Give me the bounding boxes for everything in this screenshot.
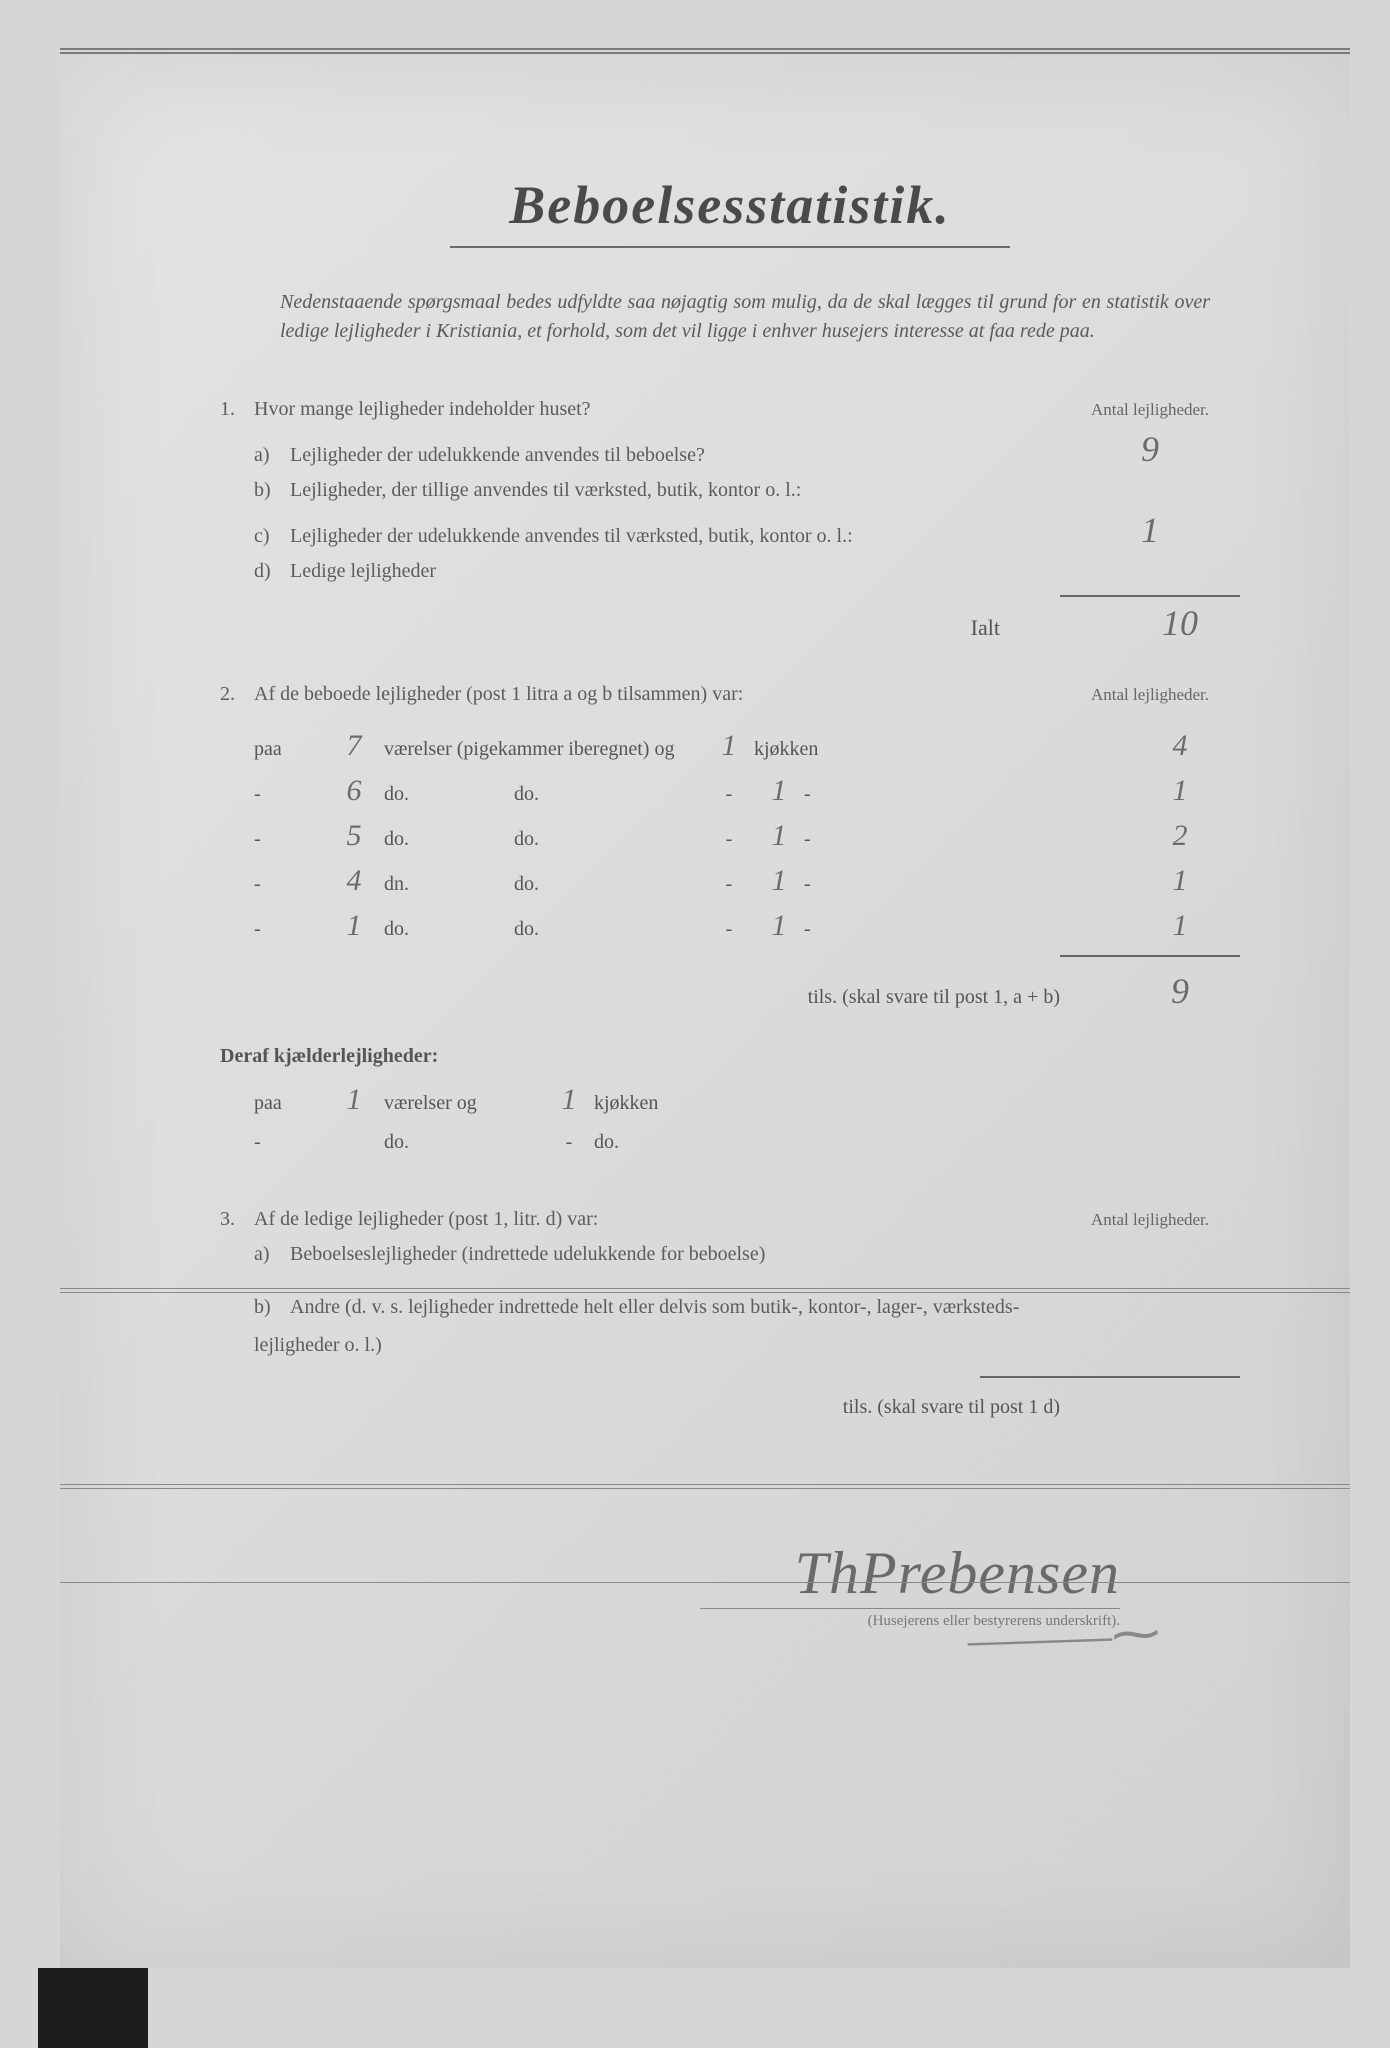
- q3-tils-text: tils. (skal svare til post 1 d): [843, 1396, 1060, 1419]
- q2-r4-do2: do.: [514, 918, 704, 941]
- rule-double-1: [60, 1288, 1350, 1293]
- question-3: 3. Af de ledige lejligheder (post 1, lit…: [220, 1202, 1240, 1419]
- q2-deraf-rooms: 1: [324, 1086, 384, 1113]
- rule-double-2: [60, 1484, 1350, 1489]
- q2-tils-value: 9: [1120, 975, 1240, 1007]
- q1-head: Hvor mange lejligheder indeholder huset?: [254, 398, 1060, 421]
- q1a-text: Lejligheder der udelukkende anvendes til…: [290, 444, 705, 466]
- q2-r1-count: 1: [1120, 777, 1240, 804]
- q2-tils-text: tils. (skal svare til post 1, a + b): [808, 986, 1060, 1009]
- q2-r0-kitch: 1: [704, 732, 754, 759]
- q2-deraf-kitch: 1: [544, 1086, 594, 1113]
- q1c-value: 1: [1060, 514, 1240, 546]
- q3a-label: a): [254, 1243, 290, 1266]
- q2-table: paa 7 værelser (pigekammer iberegnet) og…: [220, 724, 1240, 949]
- q3b-text: Andre (d. v. s. lejligheder indrettede h…: [254, 1296, 1019, 1356]
- q2-r4-do1: do.: [384, 918, 514, 941]
- q2-r2-kitch: 1: [754, 822, 804, 849]
- q2-deraf: Deraf kjælderlejligheder: paa 1 værelser…: [220, 1045, 1240, 1162]
- q2-r3-rooms: 4: [324, 867, 384, 894]
- q2-r3-kitch: 1: [754, 867, 804, 894]
- q2-sum-rule: [1060, 955, 1240, 957]
- q2-kj: kjøkken: [754, 738, 884, 761]
- q3-head: Af de ledige lejligheder (post 1, litr. …: [254, 1208, 1060, 1231]
- q2-r4-rooms: 1: [324, 912, 384, 939]
- q2-vae: værelser (pigekammer iberegnet) og: [384, 738, 704, 761]
- signature: ThPrebensen: [220, 1539, 1120, 1608]
- q2-r1-do1: do.: [384, 783, 514, 806]
- q1-ialt-value: 10: [1120, 607, 1240, 639]
- q2-r3-do2: do.: [514, 873, 704, 896]
- q2-right-head: Antal lejligheder.: [1060, 685, 1240, 705]
- q2-row-4: - 1 do. do. - 1 - 1: [220, 904, 1240, 949]
- q2-r2-rooms: 5: [324, 822, 384, 849]
- q3-sum-rule: [980, 1376, 1240, 1378]
- q1b-label: b): [254, 479, 290, 502]
- q1d-text: Ledige lejligheder: [290, 560, 436, 582]
- q3a-text: Beboelseslejligheder (indrettede udelukk…: [290, 1243, 765, 1265]
- q1c-text: Lejligheder der udelukkende anvendes til…: [290, 525, 853, 547]
- q1-sum-rule: [1060, 595, 1240, 597]
- q2-row-2: - 5 do. do. - 1 - 2: [220, 814, 1240, 859]
- title-underline: [450, 246, 1010, 248]
- q1-ialt-label: Ialt: [971, 615, 1000, 641]
- q2-deraf-head: Deraf kjælderlejligheder:: [220, 1045, 1240, 1068]
- scan-frame: Beboelsesstatistik. Nedenstaaende spørgs…: [0, 0, 1390, 2048]
- q2-deraf-do1: do.: [384, 1131, 544, 1154]
- q1c-label: c): [254, 525, 290, 548]
- question-2: 2. Af de beboede lejligheder (post 1 lit…: [220, 677, 1240, 1162]
- q2-r3-dn: dn.: [384, 873, 514, 896]
- q1-number: 1.: [220, 398, 254, 421]
- q2-r4-kitch: 1: [754, 912, 804, 939]
- q2-r1-kitch: 1: [754, 777, 804, 804]
- q2-r4-count: 1: [1120, 912, 1240, 939]
- q2-deraf-kj: kjøkken: [594, 1092, 724, 1115]
- q1b-text: Lejligheder, der tillige anvendes til væ…: [290, 479, 801, 501]
- q2-r2-do1: do.: [384, 828, 514, 851]
- q1a-label: a): [254, 444, 290, 467]
- q2-deraf-paa: paa: [254, 1092, 324, 1115]
- rule-single-1: [60, 1582, 1350, 1583]
- q2-paa: paa: [254, 738, 324, 761]
- q3b-label: b): [254, 1288, 290, 1326]
- q2-r3-count: 1: [1120, 867, 1240, 894]
- q2-number: 2.: [220, 683, 254, 706]
- q1d-label: d): [254, 560, 290, 583]
- q2-deraf-vae: værelser og: [384, 1092, 544, 1115]
- page-title: Beboelsesstatistik.: [220, 174, 1240, 236]
- q2-r0-rooms: 7: [324, 732, 384, 759]
- q2-head: Af de beboede lejligheder (post 1 litra …: [254, 683, 1060, 706]
- q2-row-0: paa 7 værelser (pigekammer iberegnet) og…: [220, 724, 1240, 769]
- document-page: Beboelsesstatistik. Nedenstaaende spørgs…: [60, 48, 1350, 1968]
- q1-right-head: Antal lejligheder.: [1060, 400, 1240, 420]
- q2-r0-count: 4: [1120, 732, 1240, 759]
- q3-number: 3.: [220, 1208, 254, 1231]
- intro-paragraph: Nedenstaaende spørgsmaal bedes udfyldte …: [220, 288, 1240, 346]
- q3-right-head: Antal lejligheder.: [1060, 1210, 1240, 1230]
- q2-row-3: - 4 dn. do. - 1 - 1: [220, 859, 1240, 904]
- q2-deraf-do2: do.: [594, 1131, 724, 1154]
- q2-r2-count: 2: [1120, 822, 1240, 849]
- q2-r1-rooms: 6: [324, 777, 384, 804]
- q2-r2-do2: do.: [514, 828, 704, 851]
- question-1: 1. Hvor mange lejligheder indeholder hus…: [220, 392, 1240, 641]
- q2-r1-do2: do.: [514, 783, 704, 806]
- q1a-value: 9: [1060, 433, 1240, 465]
- scan-corner-artifact: [38, 1968, 148, 2048]
- q2-row-1: - 6 do. do. - 1 - 1: [220, 769, 1240, 814]
